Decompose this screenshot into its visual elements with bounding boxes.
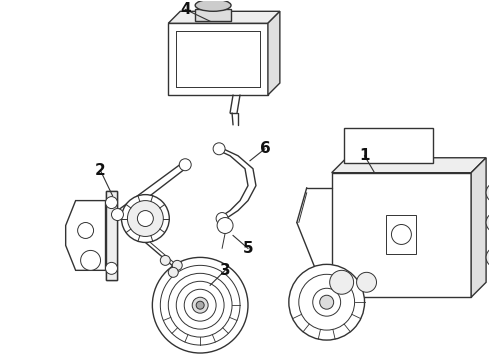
Circle shape bbox=[196, 301, 204, 309]
Circle shape bbox=[299, 274, 355, 330]
Polygon shape bbox=[168, 11, 280, 23]
Circle shape bbox=[319, 295, 334, 309]
Circle shape bbox=[392, 225, 412, 244]
Circle shape bbox=[105, 262, 118, 274]
Circle shape bbox=[81, 251, 100, 270]
Circle shape bbox=[160, 265, 240, 345]
Ellipse shape bbox=[195, 0, 231, 11]
Circle shape bbox=[152, 257, 248, 353]
Circle shape bbox=[192, 297, 208, 313]
Circle shape bbox=[357, 272, 376, 292]
Polygon shape bbox=[471, 158, 486, 297]
Circle shape bbox=[160, 255, 171, 265]
Circle shape bbox=[216, 212, 228, 225]
Circle shape bbox=[172, 260, 182, 270]
Bar bbox=[105, 191, 118, 280]
Text: 5: 5 bbox=[243, 241, 253, 256]
Circle shape bbox=[112, 208, 123, 221]
Text: 2: 2 bbox=[95, 163, 106, 178]
Bar bbox=[168, 23, 268, 95]
Circle shape bbox=[289, 264, 365, 340]
Circle shape bbox=[313, 288, 341, 316]
Text: 1: 1 bbox=[359, 148, 370, 163]
Text: 4: 4 bbox=[180, 2, 191, 17]
Circle shape bbox=[176, 281, 224, 329]
Circle shape bbox=[168, 273, 232, 337]
Bar bbox=[343, 128, 433, 163]
Circle shape bbox=[168, 267, 178, 277]
Circle shape bbox=[217, 217, 233, 234]
Polygon shape bbox=[268, 11, 280, 95]
Circle shape bbox=[184, 289, 216, 321]
Circle shape bbox=[486, 247, 490, 267]
Circle shape bbox=[330, 270, 354, 294]
Circle shape bbox=[179, 159, 191, 171]
Polygon shape bbox=[66, 201, 105, 270]
Text: 3: 3 bbox=[220, 263, 230, 278]
Polygon shape bbox=[195, 9, 231, 21]
Circle shape bbox=[105, 197, 118, 208]
Circle shape bbox=[213, 143, 225, 155]
Circle shape bbox=[122, 195, 169, 242]
Circle shape bbox=[137, 211, 153, 226]
Circle shape bbox=[77, 222, 94, 238]
Bar bbox=[332, 173, 471, 297]
Circle shape bbox=[486, 183, 490, 203]
Polygon shape bbox=[332, 158, 486, 173]
Polygon shape bbox=[105, 191, 118, 280]
Circle shape bbox=[486, 212, 490, 233]
Bar bbox=[387, 215, 416, 255]
Text: 6: 6 bbox=[260, 141, 270, 156]
Circle shape bbox=[127, 201, 163, 237]
